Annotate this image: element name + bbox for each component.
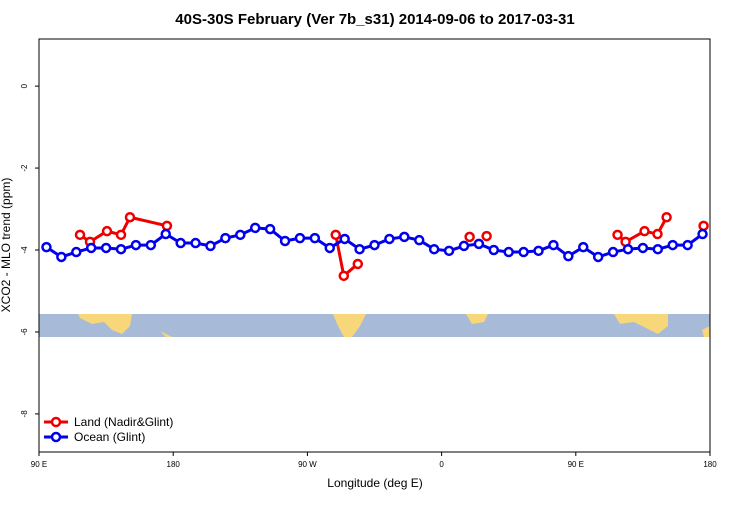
point	[667, 239, 678, 251]
x-tick-label: 90 W	[298, 460, 317, 469]
point	[354, 243, 365, 255]
point	[190, 237, 201, 249]
point	[652, 243, 664, 255]
point	[578, 241, 589, 253]
point	[115, 229, 127, 241]
legend-marker	[50, 431, 62, 443]
point	[85, 242, 97, 254]
point	[503, 246, 514, 258]
point	[130, 239, 142, 251]
point	[369, 239, 380, 251]
y-tick-label: 0	[20, 83, 29, 88]
point	[56, 251, 67, 263]
point	[309, 232, 321, 244]
point	[264, 223, 276, 235]
x-tick-label: 90 E	[31, 460, 47, 469]
plot-frame	[38, 38, 711, 453]
point	[384, 233, 395, 245]
point	[698, 220, 709, 232]
point	[249, 222, 261, 234]
point	[324, 242, 336, 254]
point	[279, 235, 291, 247]
point	[339, 233, 350, 245]
point	[100, 242, 112, 254]
x-tick-label: 0	[439, 460, 444, 469]
point	[160, 228, 171, 240]
point	[533, 245, 544, 257]
point	[399, 231, 410, 243]
point	[330, 229, 341, 241]
point	[458, 240, 470, 252]
point	[220, 232, 231, 244]
point	[488, 244, 500, 256]
point	[41, 241, 52, 253]
x-tick-label: 180	[167, 460, 181, 469]
point	[464, 231, 475, 243]
point	[473, 238, 485, 250]
point	[101, 225, 113, 237]
point	[413, 234, 425, 246]
point	[697, 228, 708, 240]
point	[145, 239, 157, 251]
point	[652, 228, 663, 240]
point	[175, 237, 186, 249]
point	[294, 232, 306, 244]
point	[548, 239, 559, 251]
y-tick-label: -8	[20, 410, 29, 418]
point	[637, 242, 649, 254]
point	[612, 229, 623, 241]
series-line	[80, 217, 704, 276]
point	[352, 258, 364, 270]
map-strip	[39, 314, 710, 337]
point	[235, 229, 246, 241]
legend-label: Ocean (Glint)	[74, 430, 145, 444]
chart-title: 40S-30S February (Ver 7b_s31) 2014-09-06…	[175, 11, 574, 28]
x-axis-label: Longitude (deg E)	[327, 476, 422, 490]
y-tick-label: -6	[20, 328, 29, 336]
point	[74, 229, 86, 241]
point	[639, 225, 650, 237]
point	[115, 243, 127, 255]
point	[443, 245, 455, 257]
point	[124, 211, 136, 223]
point	[71, 246, 82, 258]
point	[607, 246, 619, 258]
y-axis-label: XCO2 - MLO trend (ppm)	[0, 178, 13, 313]
x-tick-label: 180	[703, 460, 717, 469]
point	[338, 270, 350, 282]
legend-label: Land (Nadir&Glint)	[74, 415, 173, 429]
point	[161, 220, 173, 232]
point	[682, 239, 693, 251]
point	[518, 246, 529, 258]
point	[592, 251, 604, 263]
point	[661, 211, 672, 223]
point	[205, 240, 216, 252]
point	[622, 243, 634, 255]
point	[563, 250, 574, 262]
y-tick-label: -2	[20, 164, 29, 172]
legend-marker	[50, 416, 62, 428]
point	[428, 243, 440, 255]
point	[481, 230, 492, 242]
y-tick-label: -4	[20, 246, 29, 254]
x-tick-label: 90 E	[568, 460, 584, 469]
